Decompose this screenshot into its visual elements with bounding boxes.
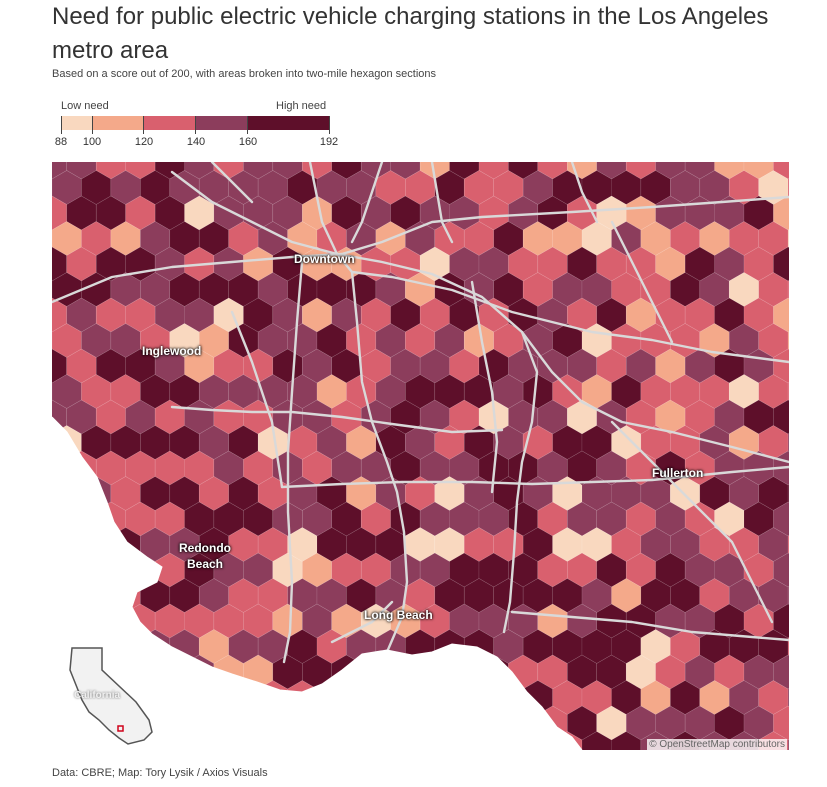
hex-cell [228,680,259,715]
hex-cell [95,552,126,588]
hex-cell [434,680,465,715]
legend-swatch [143,116,195,130]
hex-cell [140,680,171,715]
hex-cell [346,680,377,715]
hex-cell [154,654,185,690]
hex-cell [169,731,200,750]
hex-cell [52,450,67,486]
inset-label-california: California [74,690,121,701]
hex-cell [66,501,97,537]
legend-tick-192: 192 [319,136,339,148]
city-label-redondo-beach: Redondo Beach [179,541,231,571]
hex-cell [66,603,97,639]
hex-cell [243,705,274,741]
legend-tick-100: 100 [82,136,102,148]
hex-cell [508,705,539,741]
hex-cell [405,731,436,750]
hex-cell [463,680,494,715]
hex-cell [316,680,347,715]
hex-cell [52,552,67,588]
hex-cell [110,629,141,664]
hex-cell [331,705,362,741]
chart-title: Need for public electric vehicle chargin… [52,3,769,64]
city-label-long-beach: Long Beach [364,608,433,622]
hex-cell [375,731,406,750]
hex-cell [346,731,377,750]
legend-high-label: High need [276,100,327,112]
city-label-fullerton: Fullerton [652,466,704,480]
hex-cell [390,654,421,690]
hex-cell [493,731,524,750]
legend-tick-mark [91,116,93,134]
hex-cell [52,578,82,613]
hex-cell [95,603,126,639]
hex-cell [449,705,480,741]
hex-cell [419,705,450,741]
hex-cell [434,731,465,750]
legend-tick-88: 88 [54,136,68,148]
hex-cell [287,731,318,750]
color-legend: Low need High need 88 100 120 140 160 19… [52,100,342,150]
hex-cell [611,731,642,750]
legend-low-label: Low need [61,100,109,112]
hex-cell [405,680,436,715]
hex-cell [81,578,112,613]
hex-cell [52,603,67,639]
map-attribution[interactable]: © OpenStreetMap contributors [647,739,787,750]
legend-swatch [246,116,329,130]
hexbin-map[interactable]: Downtown Inglewood Redondo Beach Long Be… [52,162,789,750]
hex-cell [81,731,112,750]
hex-cell [169,680,200,715]
chart-subtitle: Based on a score out of 200, with areas … [52,68,437,80]
hex-cell [360,654,391,690]
city-label-downtown: Downtown [294,252,355,266]
hex-cell [52,654,67,690]
hex-cell [478,705,509,741]
hex-cell [198,731,229,750]
hex-cell [81,527,112,562]
hex-cell [316,731,347,750]
legend-swatch [195,116,247,130]
hex-cell [581,731,612,750]
legend-tick-mark [143,116,145,134]
hex-cell [375,680,406,715]
hex-cell [522,731,553,750]
hex-cell [272,705,303,741]
hex-cell [52,527,82,562]
hex-cell [52,476,82,511]
city-label-inglewood: Inglewood [142,344,202,358]
hex-cell [52,731,82,750]
hex-cell [449,654,480,690]
legend-swatch [61,116,92,130]
map-canvas[interactable] [52,162,789,750]
legend-tick-120: 120 [134,136,154,148]
hex-cell [66,552,97,588]
hex-cell [493,680,524,715]
legend-tick-mark [195,116,196,134]
legend-tick-mark [61,116,62,134]
hex-cell [198,680,229,715]
hex-cell [257,731,288,750]
hex-cell [302,705,332,741]
legend-swatch [91,116,144,130]
legend-tick-140: 140 [186,136,206,148]
hex-cell [228,731,259,750]
legend-tick-mark [246,116,248,134]
hex-cell [419,654,450,690]
hex-cell [184,705,215,741]
hex-cell [125,654,156,690]
hex-cell [390,705,421,741]
hex-cell [213,705,244,741]
hex-cell [360,705,391,741]
california-inset-map [69,647,153,745]
hex-cell [154,705,185,741]
legend-tick-160: 160 [238,136,258,148]
hex-cell [463,731,494,750]
hex-cell [52,501,67,537]
source-credit: Data: CBRE; Map: Tory Lysik / Axios Visu… [52,767,268,779]
hex-cell [52,705,67,741]
legend-tick-mark [329,116,330,134]
